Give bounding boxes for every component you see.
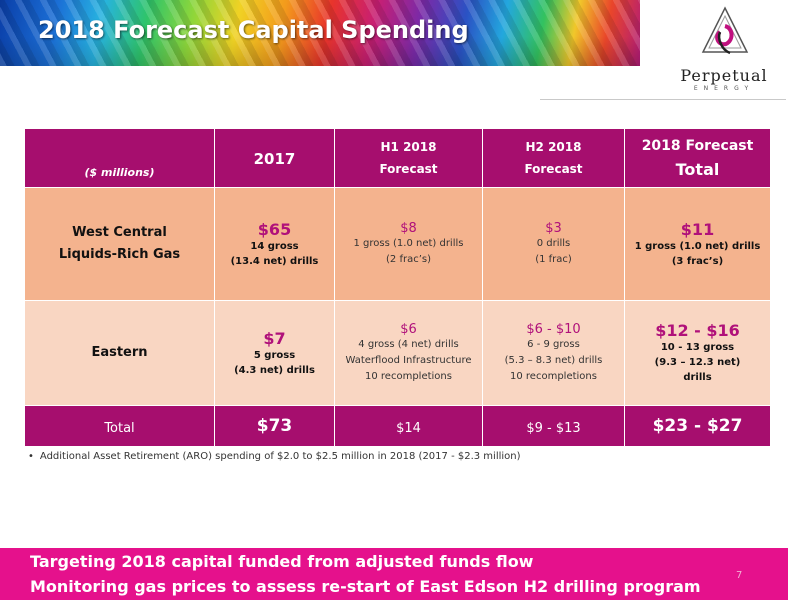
title-banner [0, 0, 640, 66]
total-h1: $14 [334, 405, 483, 447]
cell-h1: $8 1 gross (1.0 net) drills (2 frac’s) [334, 187, 483, 301]
company-logo: Perpetual ENERGY [640, 0, 788, 100]
cell-total: $12 - $16 10 - 13 gross (9.3 – 12.3 net)… [624, 300, 771, 406]
units-label: ($ millions) [84, 165, 155, 179]
triangle-logo-icon [701, 6, 749, 55]
cell-total: $11 1 gross (1.0 net) drills (3 frac’s) [624, 187, 771, 301]
table-total-row: Total $73 $14 $9 - $13 $23 - $27 [24, 405, 771, 447]
key-message-1: Targeting 2018 capital funded from adjus… [30, 552, 534, 571]
cell-h2: $3 0 drills (1 frac) [482, 187, 625, 301]
header-2018-total: 2018 Forecast Total [624, 128, 771, 188]
key-message-2: Monitoring gas prices to assess re-start… [30, 577, 701, 596]
total-forecast: $23 - $27 [624, 405, 771, 447]
table-header-row: ($ millions) 2017 H1 2018 Forecast H2 20… [24, 128, 771, 188]
header-h1-2018: H1 2018 Forecast [334, 128, 483, 188]
header-divider [540, 99, 786, 100]
aro-footnote: Additional Asset Retirement (ARO) spendi… [28, 451, 521, 462]
header-2017: 2017 [214, 128, 335, 188]
key-message-bar: Targeting 2018 capital funded from adjus… [0, 548, 788, 600]
total-h2: $9 - $13 [482, 405, 625, 447]
row-label: Eastern [24, 300, 215, 406]
logo-wordmark: Perpetual [680, 66, 768, 85]
units-cell: ($ millions) [24, 128, 215, 188]
table-row: Eastern $7 5 gross (4.3 net) drills $6 4… [24, 300, 771, 406]
cell-h2: $6 - $10 6 - 9 gross (5.3 – 8.3 net) dri… [482, 300, 625, 406]
total-2017: $73 [214, 405, 335, 447]
header-h2-2018: H2 2018 Forecast [482, 128, 625, 188]
row-label: West Central Liquids-Rich Gas [24, 187, 215, 301]
capital-spending-table: ($ millions) 2017 H1 2018 Forecast H2 20… [24, 128, 771, 447]
page-number: 7 [736, 570, 743, 581]
logo-subtitle: ENERGY [693, 85, 755, 92]
total-label: Total [24, 405, 215, 447]
table-row: West Central Liquids-Rich Gas $65 14 gro… [24, 187, 771, 301]
cell-2017: $7 5 gross (4.3 net) drills [214, 300, 335, 406]
cell-2017: $65 14 gross (13.4 net) drills [214, 187, 335, 301]
slide-title: 2018 Forecast Capital Spending [38, 16, 469, 44]
cell-h1: $6 4 gross (4 net) drills Waterflood Inf… [334, 300, 483, 406]
